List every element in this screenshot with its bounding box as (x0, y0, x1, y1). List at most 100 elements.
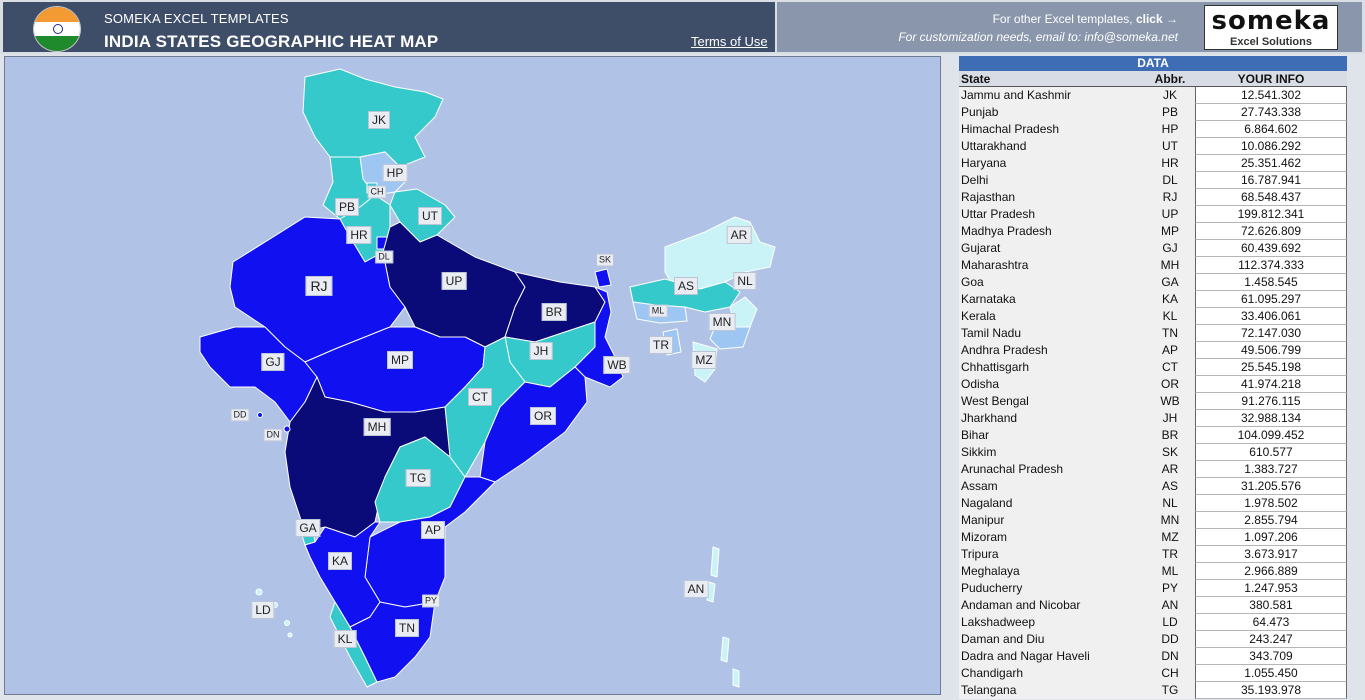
state-an-3 (720, 636, 730, 663)
state-abbr-cell: PY (1145, 580, 1195, 597)
map-label-ut: UT (418, 207, 442, 225)
your-info-input-cell[interactable]: 380.581 (1195, 597, 1347, 614)
your-info-input-cell[interactable]: 33.406.061 (1195, 308, 1347, 325)
your-info-input-cell[interactable]: 3.673.917 (1195, 546, 1347, 563)
state-name-cell: Punjab (959, 104, 1145, 121)
map-label-mp: MP (387, 351, 413, 369)
map-label-jh: JH (529, 342, 553, 360)
state-abbr-cell: MH (1145, 257, 1195, 274)
state-abbr-cell: MN (1145, 512, 1195, 529)
your-info-input-cell[interactable]: 1.247.953 (1195, 580, 1347, 597)
state-name-cell: Chandigarh (959, 665, 1145, 682)
state-abbr-cell: KA (1145, 291, 1195, 308)
state-name-cell: Lakshadweep (959, 614, 1145, 631)
state-name-cell: Nagaland (959, 495, 1145, 512)
table-row: Telangana TG 35.193.978 (959, 682, 1347, 699)
table-row: Andaman and Nicobar AN 380.581 (959, 597, 1347, 614)
terms-of-use-link[interactable]: Terms of Use (691, 34, 768, 49)
state-name-cell: Andaman and Nicobar (959, 597, 1145, 614)
state-sk (594, 268, 612, 288)
state-abbr-cell: CH (1145, 665, 1195, 682)
your-info-input-cell[interactable]: 343.709 (1195, 648, 1347, 665)
your-info-input-cell[interactable]: 10.086.292 (1195, 138, 1347, 155)
data-table-header: State Abbr. YOUR INFO (959, 71, 1347, 87)
map-label-ar: AR (726, 226, 752, 244)
state-ld-3 (284, 620, 290, 626)
map-label-as: AS (673, 277, 699, 295)
state-abbr-cell: AN (1145, 597, 1195, 614)
your-info-input-cell[interactable]: 25.545.198 (1195, 359, 1347, 376)
table-row: Gujarat GJ 60.439.692 (959, 240, 1347, 257)
your-info-input-cell[interactable]: 1.978.502 (1195, 495, 1347, 512)
your-info-input-cell[interactable]: 16.787.941 (1195, 172, 1347, 189)
map-label-wb: WB (603, 356, 631, 374)
table-row: Kerala KL 33.406.061 (959, 308, 1347, 325)
map-label-pb: PB (334, 198, 360, 216)
state-abbr-cell: JK (1145, 87, 1195, 104)
map-label-ml: ML (648, 304, 668, 318)
state-name-cell: Daman and Diu (959, 631, 1145, 648)
your-info-input-cell[interactable]: 610.577 (1195, 444, 1347, 461)
your-info-input-cell[interactable]: 72.626.809 (1195, 223, 1347, 240)
your-info-input-cell[interactable]: 31.205.576 (1195, 478, 1347, 495)
other-templates-link[interactable]: click → (1135, 12, 1178, 26)
your-info-input-cell[interactable]: 1.458.545 (1195, 274, 1347, 291)
map-label-tg: TG (405, 469, 431, 487)
state-abbr-cell: OR (1145, 376, 1195, 393)
state-abbr-cell: GA (1145, 274, 1195, 291)
state-abbr-cell: DN (1145, 648, 1195, 665)
your-info-input-cell[interactable]: 64.473 (1195, 614, 1347, 631)
your-info-input-cell[interactable]: 68.548.437 (1195, 189, 1347, 206)
state-abbr-cell: KL (1145, 308, 1195, 325)
your-info-input-cell[interactable]: 104.099.452 (1195, 427, 1347, 444)
table-row: Nagaland NL 1.978.502 (959, 495, 1347, 512)
state-name-cell: Karnataka (959, 291, 1145, 308)
state-abbr-cell: TN (1145, 325, 1195, 342)
table-row: Mizoram MZ 1.097.206 (959, 529, 1347, 546)
map-label-ch: CH (367, 185, 387, 199)
state-abbr-cell: RJ (1145, 189, 1195, 206)
your-info-input-cell[interactable]: 1.055.450 (1195, 665, 1347, 682)
state-abbr-cell: TR (1145, 546, 1195, 563)
table-row: Chandigarh CH 1.055.450 (959, 665, 1347, 682)
state-abbr-cell: AS (1145, 478, 1195, 495)
your-info-input-cell[interactable]: 6.864.602 (1195, 121, 1347, 138)
your-info-input-cell[interactable]: 1.383.727 (1195, 461, 1347, 478)
state-dd (257, 412, 263, 418)
your-info-input-cell[interactable]: 61.095.297 (1195, 291, 1347, 308)
map-label-tr: TR (649, 336, 673, 354)
india-map (199, 68, 776, 688)
your-info-input-cell[interactable]: 60.439.692 (1195, 240, 1347, 257)
table-row: Chhattisgarh CT 25.545.198 (959, 359, 1347, 376)
your-info-input-cell[interactable]: 1.097.206 (1195, 529, 1347, 546)
your-info-input-cell[interactable]: 2.855.794 (1195, 512, 1347, 529)
data-table-panel: DATA State Abbr. YOUR INFO Jammu and Kas… (959, 56, 1347, 699)
your-info-input-cell[interactable]: 35.193.978 (1195, 682, 1347, 699)
your-info-input-cell[interactable]: 27.743.338 (1195, 104, 1347, 121)
state-name-cell: West Bengal (959, 393, 1145, 410)
state-name-cell: Meghalaya (959, 563, 1145, 580)
your-info-input-cell[interactable]: 2.966.889 (1195, 563, 1347, 580)
map-label-ap: AP (420, 521, 446, 539)
header-title-area: SOMEKA EXCEL TEMPLATES INDIA STATES GEOG… (3, 2, 775, 52)
your-info-input-cell[interactable]: 41.974.218 (1195, 376, 1347, 393)
brand-text: SOMEKA EXCEL TEMPLATES (104, 11, 289, 26)
your-info-input-cell[interactable]: 199.812.341 (1195, 206, 1347, 223)
your-info-input-cell[interactable]: 91.276.115 (1195, 393, 1347, 410)
map-label-sk: SK (595, 253, 615, 267)
state-ka (304, 521, 381, 628)
state-name-cell: Uttar Pradesh (959, 206, 1145, 223)
other-templates-prefix: For other Excel templates, (992, 12, 1136, 26)
your-info-input-cell[interactable]: 49.506.799 (1195, 342, 1347, 359)
your-info-input-cell[interactable]: 72.147.030 (1195, 325, 1347, 342)
your-info-input-cell[interactable]: 25.351.462 (1195, 155, 1347, 172)
your-info-input-cell[interactable]: 112.374.333 (1195, 257, 1347, 274)
logo-sub-text: Excel Solutions (1230, 36, 1312, 48)
table-row: Dadra and Nagar Haveli DN 343.709 (959, 648, 1347, 665)
someka-logo[interactable]: someka Excel Solutions (1204, 5, 1338, 50)
your-info-input-cell[interactable]: 243.247 (1195, 631, 1347, 648)
state-name-cell: Kerala (959, 308, 1145, 325)
page-title: INDIA STATES GEOGRAPHIC HEAT MAP (104, 32, 439, 51)
your-info-input-cell[interactable]: 32.988.134 (1195, 410, 1347, 427)
your-info-input-cell[interactable]: 12.541.302 (1195, 87, 1347, 104)
